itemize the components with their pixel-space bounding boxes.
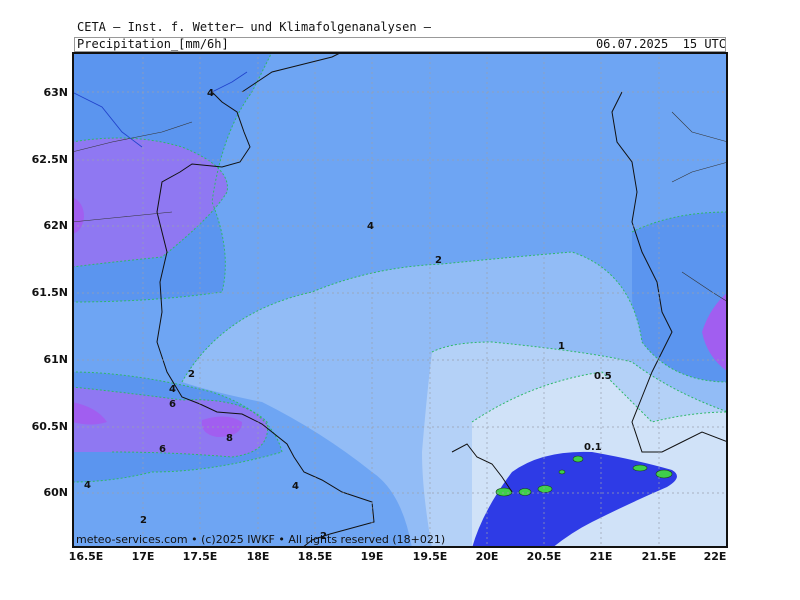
lat-label: 63N — [43, 86, 68, 99]
lat-lon-grid — [72, 52, 728, 548]
land-spots — [495, 455, 673, 497]
field-6-8-east — [702, 292, 728, 372]
contour-label: 4 — [207, 88, 214, 99]
lat-label: 61.5N — [31, 286, 68, 299]
contour-label: 4 — [367, 221, 374, 232]
contour-label: 0.1 — [584, 442, 602, 453]
lon-label: 18.5E — [297, 550, 333, 563]
field-6-8-south — [72, 387, 268, 457]
contour-label: 4 — [169, 384, 176, 395]
lon-label: 17E — [131, 550, 155, 563]
contour-label: 2 — [320, 531, 327, 542]
credit-line: meteo-services.com • (c)2025 IWKF • All … — [76, 533, 446, 546]
lon-label: 20E — [475, 550, 499, 563]
contour-lines — [71, 51, 729, 483]
field-gt-8-south — [201, 416, 242, 437]
contour-label: 8 — [226, 433, 233, 444]
lon-label: 19E — [360, 550, 384, 563]
lon-label: 17.5E — [182, 550, 218, 563]
lat-label: 62.5N — [31, 153, 68, 166]
lon-label: 21E — [589, 550, 613, 563]
lat-label: 60.5N — [31, 420, 68, 433]
heavy-precip-area — [472, 451, 677, 548]
contour-label: 2 — [435, 255, 442, 266]
contour-label: 4 — [84, 480, 91, 491]
contour-label: 1 — [558, 341, 565, 352]
coastlines — [156, 51, 729, 549]
contour-label: 6 — [169, 399, 176, 410]
contour-label: 2 — [140, 515, 147, 526]
field-6-8-north — [72, 138, 228, 267]
map-frame — [72, 52, 728, 548]
contour-label: 2 — [188, 369, 195, 380]
lon-label: 19.5E — [412, 550, 448, 563]
map-title: CETA — Inst. f. Wetter— und Klimafolgena… — [77, 20, 432, 34]
rivers — [71, 71, 248, 148]
lat-label: 60N — [43, 486, 68, 499]
contour-labels: 4 4 2 1 0.5 0.1 2 4 6 8 6 4 2 4 2 — [84, 88, 612, 542]
lon-label: 18E — [246, 550, 270, 563]
valid-time-label: 06.07.2025 15 UTC — [595, 37, 726, 51]
contour-label: 6 — [159, 444, 166, 455]
borders — [71, 111, 729, 303]
lon-label: 22E — [703, 550, 727, 563]
variable-label: Precipitation_[mm/6h] — [77, 37, 229, 51]
subtitle-frame — [74, 37, 726, 52]
lat-label: 62N — [43, 219, 68, 232]
lon-label: 16.5E — [68, 550, 104, 563]
precipitation-map: 4 4 2 1 0.5 0.1 2 4 6 8 6 4 2 4 2 — [71, 51, 729, 549]
contour-label: 4 — [292, 481, 299, 492]
lon-label: 21.5E — [641, 550, 677, 563]
contour-label: 0.5 — [594, 371, 612, 382]
lon-label: 20.5E — [526, 550, 562, 563]
lat-label: 61N — [43, 353, 68, 366]
field-gt-8-north — [72, 197, 84, 234]
field-gt-8-west — [72, 402, 107, 425]
